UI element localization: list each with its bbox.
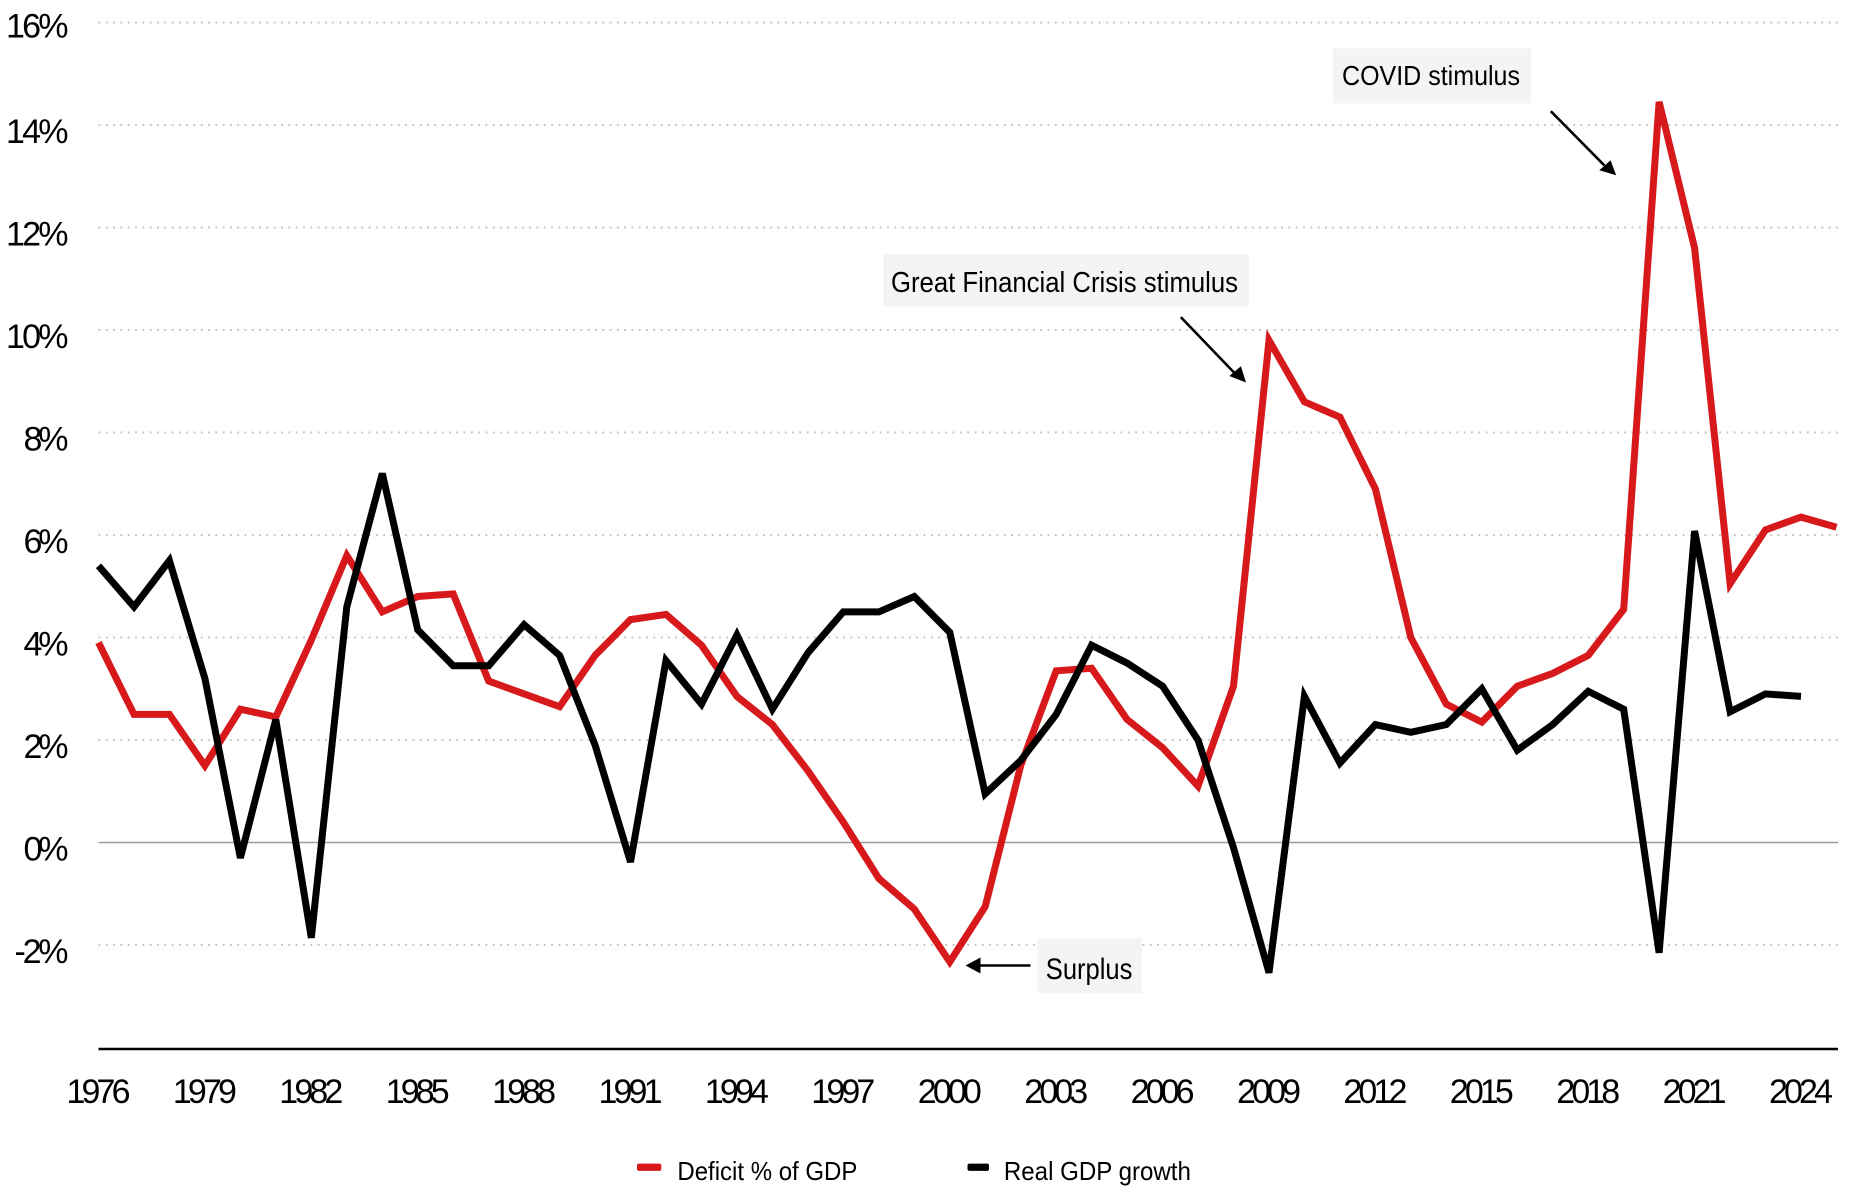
svg-text:1991: 1991 (599, 1073, 663, 1111)
svg-text:1985: 1985 (386, 1073, 450, 1111)
svg-text:10%: 10% (6, 318, 69, 356)
svg-text:6%: 6% (24, 523, 69, 561)
svg-text:2015: 2015 (1450, 1073, 1514, 1111)
svg-text:2018: 2018 (1556, 1073, 1620, 1111)
svg-text:16%: 16% (6, 8, 69, 46)
svg-text:-2%: -2% (15, 933, 69, 971)
svg-text:Deficit % of GDP: Deficit % of GDP (677, 1156, 857, 1186)
svg-text:2%: 2% (24, 728, 69, 766)
svg-text:1997: 1997 (811, 1073, 875, 1111)
svg-text:2012: 2012 (1343, 1073, 1407, 1111)
svg-text:2021: 2021 (1663, 1073, 1727, 1111)
svg-text:8%: 8% (24, 421, 69, 459)
svg-text:1979: 1979 (173, 1073, 237, 1111)
svg-text:2024: 2024 (1769, 1073, 1833, 1111)
svg-text:COVID stimulus: COVID stimulus (1342, 60, 1520, 91)
svg-text:Real GDP growth: Real GDP growth (1004, 1156, 1191, 1186)
svg-text:14%: 14% (6, 113, 69, 151)
svg-text:2003: 2003 (1024, 1073, 1088, 1111)
svg-text:1994: 1994 (705, 1073, 769, 1111)
svg-text:Surplus: Surplus (1046, 953, 1133, 986)
svg-text:1976: 1976 (67, 1073, 131, 1111)
svg-text:2006: 2006 (1131, 1073, 1195, 1111)
svg-text:4%: 4% (24, 626, 69, 664)
svg-text:2000: 2000 (918, 1073, 982, 1111)
svg-text:Great Financial Crisis stimulu: Great Financial Crisis stimulus (891, 267, 1238, 299)
svg-text:0%: 0% (24, 831, 69, 869)
svg-text:1988: 1988 (492, 1073, 556, 1111)
svg-text:2009: 2009 (1237, 1073, 1301, 1111)
svg-text:12%: 12% (6, 216, 69, 254)
svg-text:1982: 1982 (279, 1073, 343, 1111)
